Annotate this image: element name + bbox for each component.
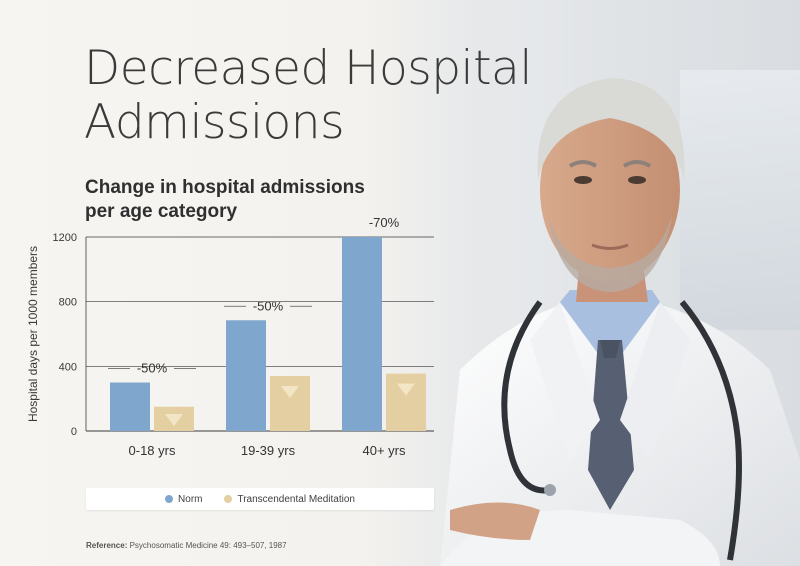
legend-tm-swatch: [224, 495, 233, 503]
title-line-2: Admissions: [84, 95, 345, 150]
x-tick-label-2: 40+ yrs: [363, 443, 406, 458]
bar-tm-arrow-0: [165, 414, 183, 427]
legend-norm-swatch: [165, 495, 174, 503]
bar-norm-1: [226, 320, 266, 431]
background-window: [680, 70, 800, 330]
bar-tm-2: [386, 373, 426, 431]
y-axis-title: Hospital days per 1000 members: [26, 246, 40, 422]
y-tick-label-400: 400: [59, 361, 77, 373]
bar-tm-1: [270, 376, 310, 431]
reference-note: Reference: Psychosomatic Medicine 49: 49…: [86, 541, 287, 550]
y-tick-label-0: 0: [71, 426, 77, 438]
annotation-2: -70%: [369, 215, 400, 230]
reference-text: Psychosomatic Medicine 49: 493–507, 1987: [129, 541, 287, 550]
subtitle-line-1: Change in hospital admissions: [85, 177, 365, 198]
legend-item-tm: Transcendental Meditation: [224, 493, 355, 505]
legend-item-norm: Norm: [165, 494, 202, 505]
subtitle-line-2: per age category: [85, 201, 238, 222]
doctor-photo: [420, 40, 800, 566]
bar-tm-arrow-2: [397, 383, 415, 396]
doctor-illustration: [440, 78, 800, 566]
bar-tm-arrow-1: [281, 386, 299, 399]
y-tick-label-1200: 1200: [53, 232, 77, 244]
annotation-1: -50%: [253, 298, 284, 313]
bar-norm-2: [342, 237, 382, 431]
x-tick-label-1: 19-39 yrs: [241, 443, 296, 458]
chart-legend: Norm Transcendental Meditation: [86, 488, 434, 510]
y-tick-label-800: 800: [59, 297, 77, 309]
legend-tm-label: Transcendental Meditation: [237, 493, 355, 505]
bar-norm-0: [110, 382, 150, 431]
title-line-1: Decreased Hospital: [84, 41, 532, 96]
chart-subtitle: Change in hospital admissions per age ca…: [85, 176, 365, 224]
page-title: Decreased Hospital Admissions: [84, 42, 532, 150]
reference-label: Reference:: [86, 541, 128, 550]
x-tick-label-0: 0-18 yrs: [129, 443, 176, 458]
annotation-0: -50%: [137, 361, 168, 376]
legend-norm-label: Norm: [178, 493, 203, 505]
